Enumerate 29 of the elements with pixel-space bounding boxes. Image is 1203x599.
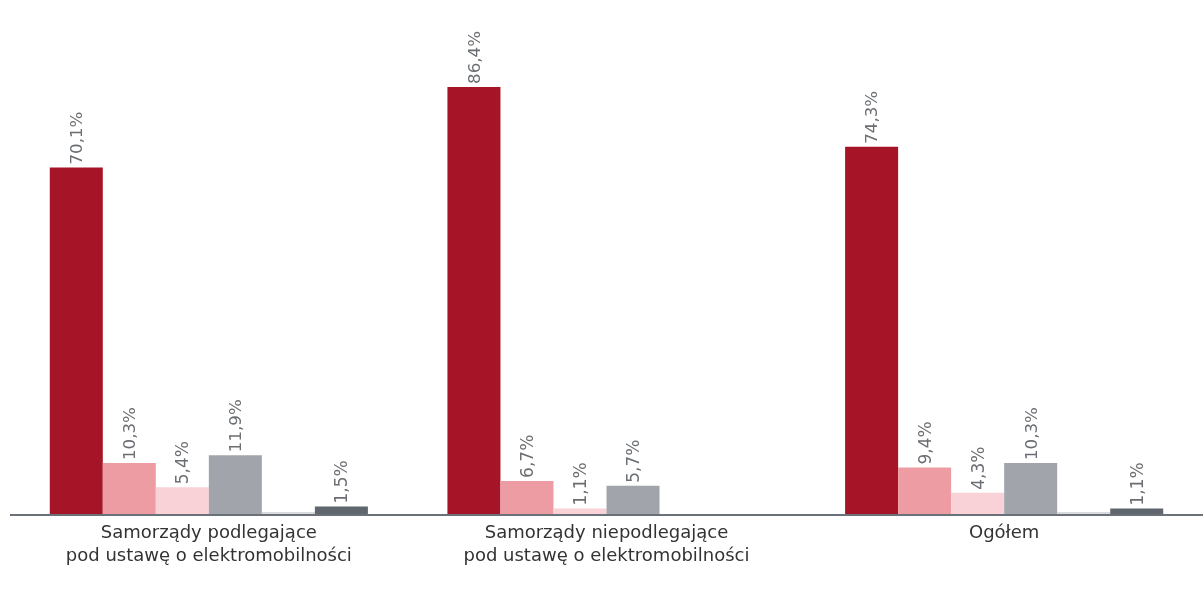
bar xyxy=(898,467,952,514)
data-label: 9,4% xyxy=(914,421,935,465)
bar xyxy=(208,455,262,514)
data-label: 74,3% xyxy=(862,90,882,144)
data-label: 5,4% xyxy=(172,441,193,485)
bar xyxy=(845,146,899,514)
data-label: 70,1% xyxy=(67,111,87,165)
data-label: 11,9% xyxy=(226,399,246,453)
data-label: 5,7% xyxy=(623,439,644,483)
bar xyxy=(1004,463,1058,514)
bar xyxy=(951,492,1005,514)
x-tick-label: Samorządy podlegające pod ustawę o elektromobilności xyxy=(65,520,352,565)
data-label: 1,1% xyxy=(1126,462,1147,506)
data-label: 10,3% xyxy=(120,407,140,461)
bar xyxy=(553,508,607,514)
data-label: 10,3% xyxy=(1021,407,1041,461)
x-tick-label: Ogółem xyxy=(969,520,1040,542)
x-tick-label: Samorządy niepodlegające pod ustawę o elektromobilności xyxy=(463,520,750,565)
bar xyxy=(102,463,156,514)
bar xyxy=(500,480,554,514)
data-label: 86,4% xyxy=(464,30,484,84)
data-label: 1,5% xyxy=(331,460,352,504)
data-label: 1,1% xyxy=(569,462,590,506)
data-label: 4,3% xyxy=(967,446,988,490)
bar xyxy=(155,487,209,514)
bar xyxy=(49,167,103,514)
data-label: 6,7% xyxy=(516,434,537,478)
bar xyxy=(606,485,660,514)
bar xyxy=(447,86,501,514)
